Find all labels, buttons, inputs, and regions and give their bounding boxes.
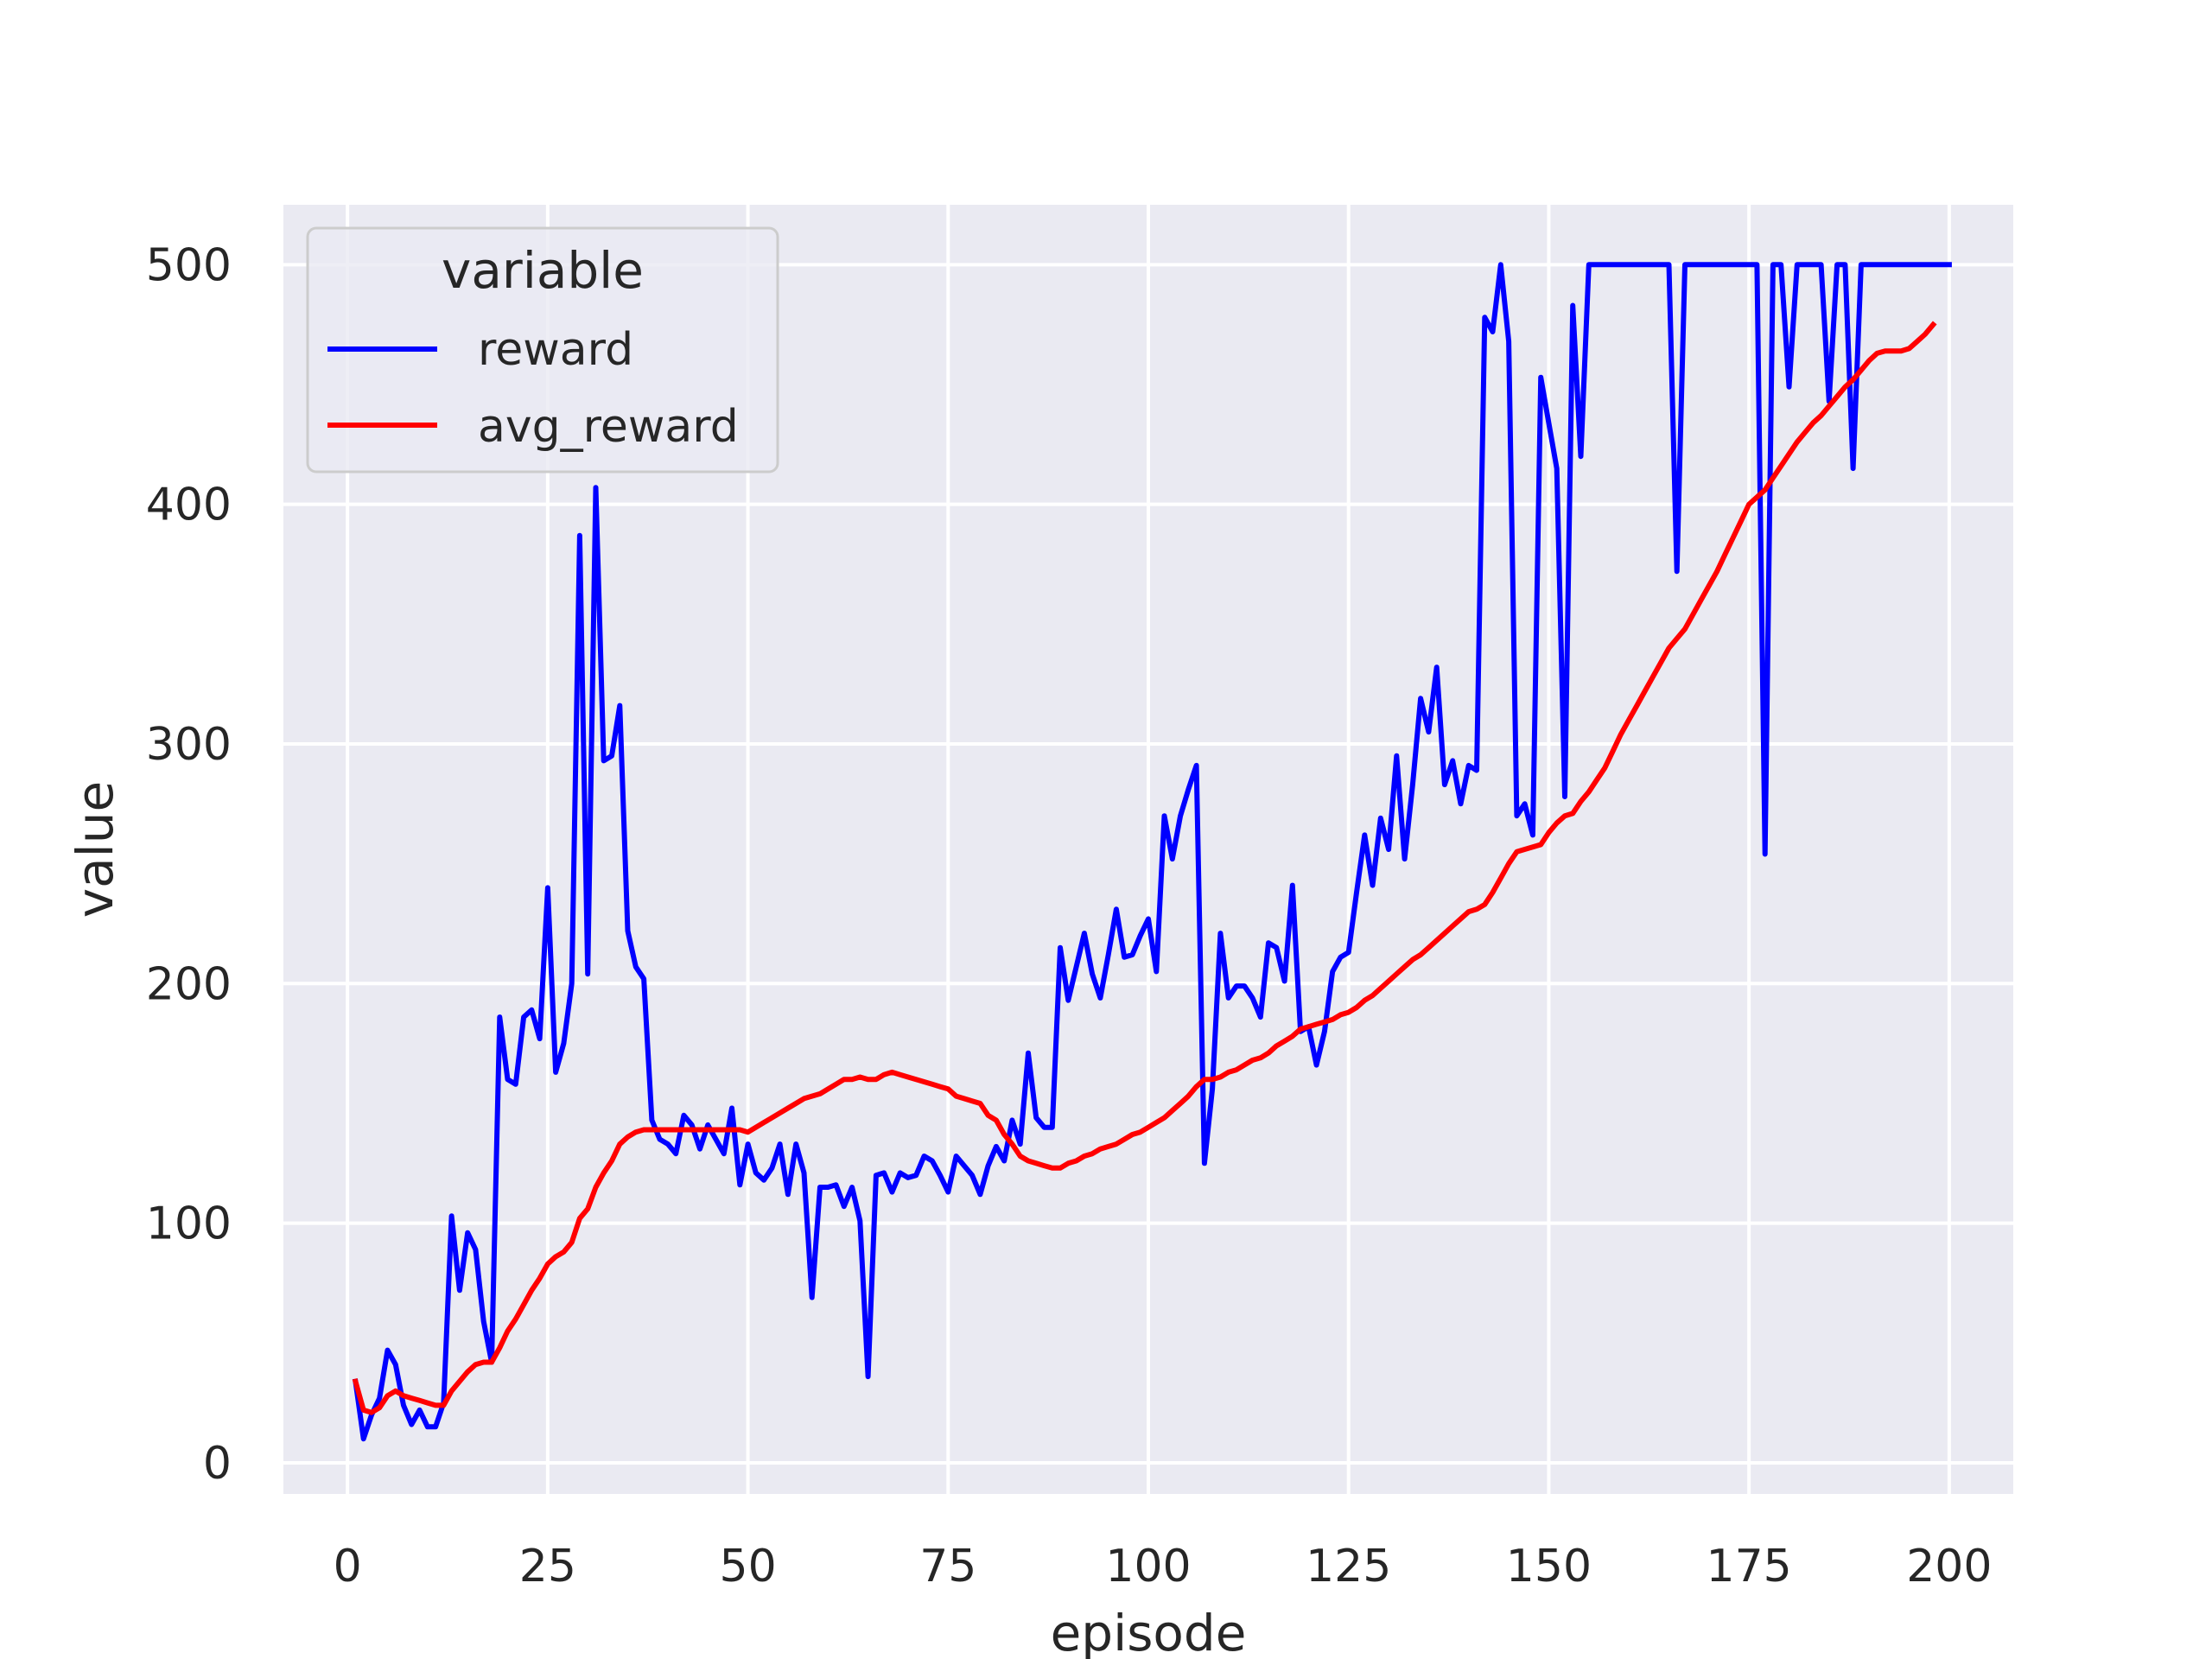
legend-label-avg-reward: avg_reward: [478, 401, 739, 453]
x-tick-labels: 0 25 50 75 100 125 150 175 200: [334, 1541, 1993, 1592]
y-tick-label: 200: [146, 958, 232, 1010]
x-tick-label: 150: [1506, 1541, 1592, 1592]
y-tick-label: 400: [146, 480, 232, 531]
series-line-reward: [353, 262, 1952, 1442]
series-line-avg-reward: [352, 321, 1937, 1415]
legend-box: [306, 226, 779, 474]
y-tick-label: 0: [203, 1438, 232, 1490]
x-tick-label: 75: [919, 1541, 976, 1592]
x-tick-label: 100: [1105, 1541, 1191, 1592]
y-tick-label: 300: [146, 719, 232, 771]
y-axis-label: value: [66, 781, 124, 918]
legend: variable reward avg_reward: [306, 226, 779, 474]
legend-title: variable: [442, 241, 644, 300]
x-axis-label: episode: [1051, 1604, 1247, 1659]
x-tick-label: 0: [334, 1541, 362, 1592]
x-tick-label: 200: [1906, 1541, 1992, 1592]
x-tick-label: 125: [1306, 1541, 1391, 1592]
legend-label-reward: reward: [478, 324, 633, 376]
y-tick-label: 500: [146, 239, 232, 291]
x-tick-label: 175: [1707, 1541, 1792, 1592]
y-tick-label: 100: [146, 1198, 232, 1250]
y-tick-labels: 0 100 200 300 400 500: [146, 239, 232, 1490]
series-lines: [352, 262, 1952, 1442]
x-tick-label: 25: [519, 1541, 576, 1592]
x-tick-label: 50: [719, 1541, 776, 1592]
